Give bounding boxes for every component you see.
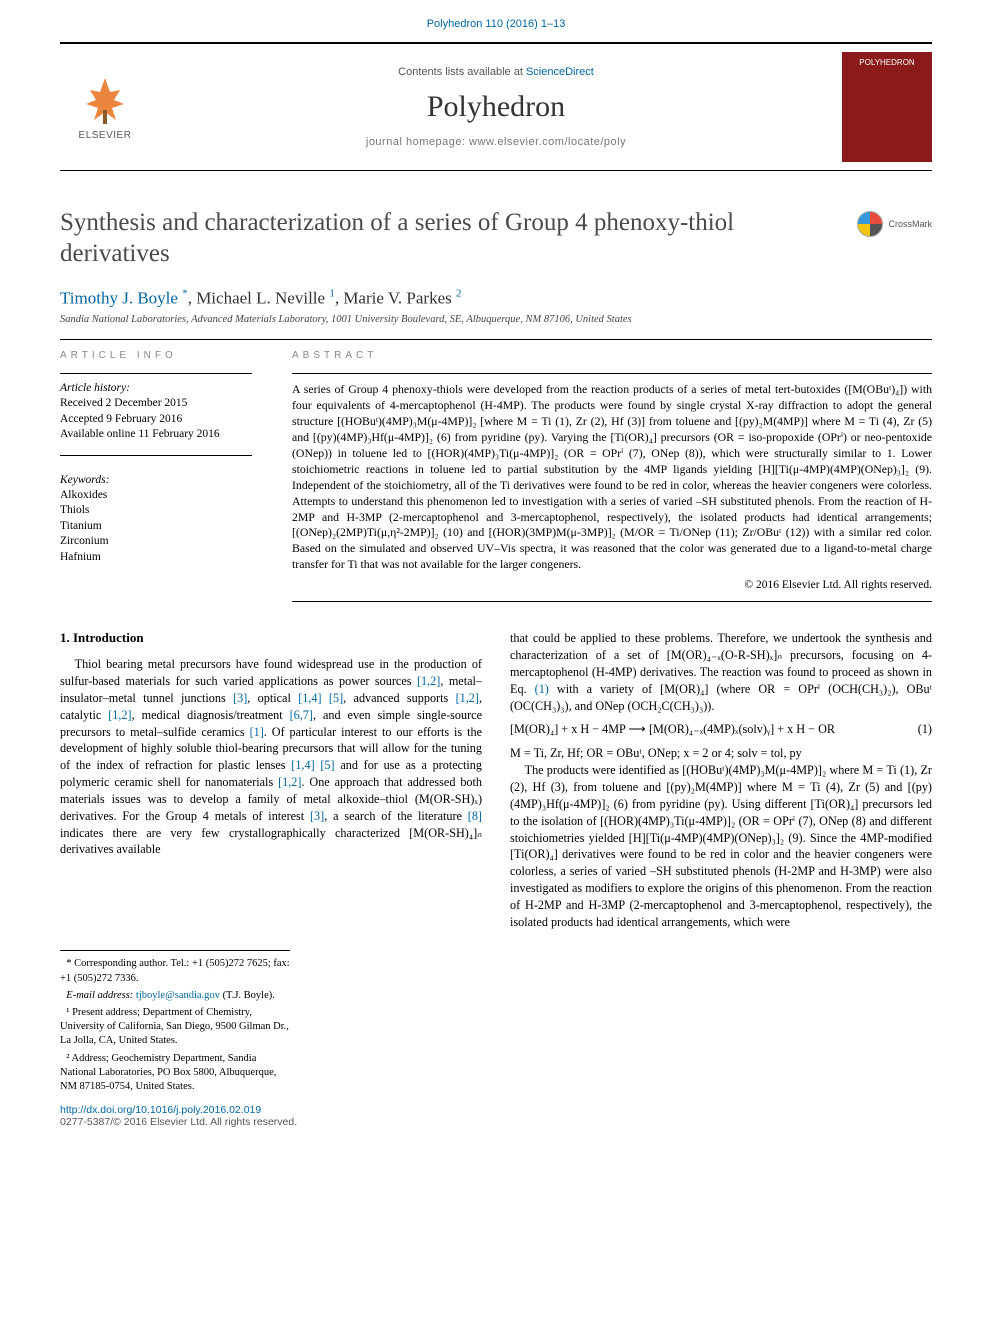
abstract-copyright: © 2016 Elsevier Ltd. All rights reserved… (292, 579, 932, 591)
ref-link[interactable]: [1,4] (291, 758, 314, 772)
doi-link[interactable]: http://dx.doi.org/10.1016/j.poly.2016.02… (60, 1104, 261, 1116)
elsevier-tree-icon (75, 73, 135, 128)
contents-prefix: Contents lists available at (398, 66, 526, 78)
footnote-1: ¹ Present address; Department of Chemist… (60, 1006, 290, 1049)
history-online: Available online 11 February 2016 (60, 427, 252, 443)
abstract-rule-top (292, 373, 932, 374)
author-link-boyle[interactable]: Timothy J. Boyle (60, 288, 178, 307)
email-link[interactable]: tjboyle@sandia.gov (136, 990, 220, 1001)
ref-link[interactable]: [1] (250, 725, 264, 739)
abstract-label: abstract (292, 350, 932, 361)
issn-copyright: 0277-5387/© 2016 Elsevier Ltd. All right… (60, 1116, 297, 1128)
abstract-rule-bottom (292, 601, 932, 602)
ref-link[interactable]: [1,4] (298, 691, 321, 705)
ref-link[interactable]: [6,7] (290, 708, 313, 722)
article-info-col: article info Article history: Received 2… (60, 340, 270, 602)
info-row: article info Article history: Received 2… (60, 340, 932, 602)
equation-1: [M(OR)₄] + x H − 4MP ⟶ [M(OR)₄₋ₓ(4MP)ₓ(s… (510, 722, 932, 737)
body-columns: 1. Introduction Thiol bearing metal prec… (60, 630, 932, 930)
keyword: Zirconium (60, 534, 252, 550)
keyword: Titanium (60, 519, 252, 535)
publisher-label: ELSEVIER (79, 130, 132, 141)
journal-reference: Polyhedron 110 (2016) 1–13 (0, 0, 992, 42)
article-title: Synthesis and characterization of a seri… (60, 207, 932, 270)
journal-name: Polyhedron (150, 90, 842, 124)
article-info-label: article info (60, 350, 252, 361)
sciencedirect-link[interactable]: ScienceDirect (526, 66, 594, 78)
abstract-col: abstract A series of Group 4 phenoxy-thi… (270, 340, 932, 602)
section-heading-intro: 1. Introduction (60, 630, 482, 646)
column-right: that could be applied to these problems.… (510, 630, 932, 930)
ref-link[interactable]: [5] (329, 691, 343, 705)
info-rule-2 (60, 455, 252, 456)
ref-link[interactable]: [5] (320, 758, 334, 772)
eq-ref-link[interactable]: (1) (535, 682, 549, 696)
ref-link[interactable]: [1,2] (108, 708, 131, 722)
keyword: Hafnium (60, 550, 252, 566)
doi-block: http://dx.doi.org/10.1016/j.poly.2016.02… (60, 1104, 932, 1128)
footnote-corr: * Corresponding author. Tel.: +1 (505)27… (60, 957, 290, 985)
journal-homepage: journal homepage: www.elsevier.com/locat… (150, 136, 842, 148)
intro-paragraph-cont: that could be applied to these problems.… (510, 630, 932, 714)
history-head: Article history: (60, 382, 252, 394)
journal-cover-thumb: POLYHEDRON (842, 52, 932, 162)
footnote-2: ² Address; Geochemistry Department, Sand… (60, 1052, 290, 1095)
info-rule-1 (60, 373, 252, 374)
ref-link[interactable]: [1,2] (417, 674, 440, 688)
footnotes: * Corresponding author. Tel.: +1 (505)27… (60, 950, 290, 1094)
footnote-email: E-mail address: tjboyle@sandia.gov (T.J.… (60, 989, 290, 1003)
publisher-block: ELSEVIER (60, 73, 150, 141)
keyword: Thiols (60, 503, 252, 519)
author-parkes: Marie V. Parkes (343, 288, 451, 307)
equation-conditions: M = Ti, Zr, Hf; OR = OBuᵗ, ONep; x = 2 o… (510, 745, 932, 762)
crossmark-icon (857, 211, 883, 237)
rule-under-masthead (60, 170, 932, 171)
keywords-head: Keywords: (60, 474, 252, 486)
history-accepted: Accepted 9 February 2016 (60, 412, 252, 428)
author-mark-2[interactable]: 2 (452, 288, 462, 307)
ref-link[interactable]: [3] (310, 809, 324, 823)
intro-paragraph: Thiol bearing metal precursors have foun… (60, 656, 482, 858)
affiliation: Sandia National Laboratories, Advanced M… (60, 314, 932, 325)
intro-paragraph-2: The products were identified as [(HOBuᵗ)… (510, 762, 932, 930)
keyword: Alkoxides (60, 488, 252, 504)
equation-body: [M(OR)₄] + x H − 4MP ⟶ [M(OR)₄₋ₓ(4MP)ₓ(s… (510, 722, 904, 737)
ref-link[interactable]: [1,2] (278, 775, 301, 789)
crossmark-label: CrossMark (888, 219, 932, 229)
ref-link[interactable]: [3] (233, 691, 247, 705)
history-received: Received 2 December 2015 (60, 396, 252, 412)
masthead: ELSEVIER Contents lists available at Sci… (60, 44, 932, 170)
equation-number: (1) (904, 722, 932, 737)
abstract-text: A series of Group 4 phenoxy-thiols were … (292, 382, 932, 573)
ref-link[interactable]: [1,2] (456, 691, 479, 705)
title-block: Synthesis and characterization of a seri… (60, 207, 932, 270)
ref-link[interactable]: [8] (468, 809, 482, 823)
author-neville: Michael L. Neville (196, 288, 325, 307)
column-left: 1. Introduction Thiol bearing metal prec… (60, 630, 482, 930)
crossmark-badge[interactable]: CrossMark (857, 211, 932, 237)
author-mark-1[interactable]: 1 (325, 288, 335, 307)
masthead-center: Contents lists available at ScienceDirec… (150, 62, 842, 152)
authors-line: Timothy J. Boyle *, Michael L. Neville 1… (60, 288, 932, 309)
contents-line: Contents lists available at ScienceDirec… (150, 66, 842, 78)
author-mark-corr[interactable]: * (178, 288, 188, 307)
